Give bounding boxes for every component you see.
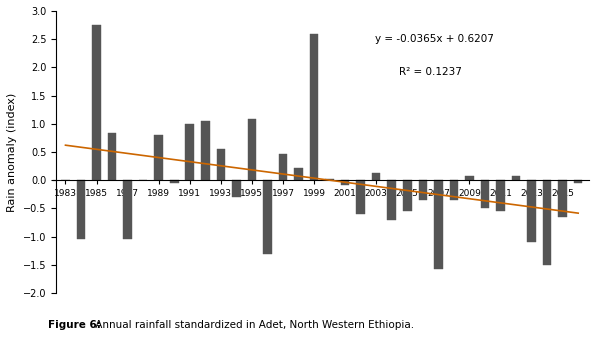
Bar [387, 180, 396, 220]
Bar [527, 180, 536, 242]
Bar [418, 180, 427, 200]
Bar [248, 119, 256, 180]
Bar [449, 180, 458, 200]
Bar [372, 173, 380, 180]
Text: Figure 6:: Figure 6: [48, 320, 101, 330]
Text: Annual rainfall standardized in Adet, North Western Ethiopia.: Annual rainfall standardized in Adet, No… [92, 320, 414, 330]
Text: y = -0.0365x + 0.6207: y = -0.0365x + 0.6207 [375, 34, 493, 44]
Bar [170, 180, 179, 183]
Bar [310, 34, 318, 180]
Bar [263, 180, 272, 254]
Bar [77, 180, 85, 239]
Bar [496, 180, 505, 211]
Bar [574, 180, 582, 183]
Bar [434, 180, 443, 269]
Bar [108, 133, 116, 180]
Bar [558, 180, 567, 217]
Bar [294, 168, 303, 180]
Bar [465, 176, 474, 180]
Text: R² = 0.1237: R² = 0.1237 [399, 67, 462, 78]
Bar [92, 25, 101, 180]
Bar [279, 154, 287, 180]
Bar [201, 121, 210, 180]
Bar [216, 149, 225, 180]
Bar [341, 180, 349, 185]
Bar [154, 135, 163, 180]
Bar [232, 180, 241, 197]
Bar [481, 180, 489, 208]
Bar [543, 180, 551, 265]
Y-axis label: Rain anomaly (index): Rain anomaly (index) [7, 92, 17, 211]
Bar [403, 180, 412, 211]
Bar [512, 176, 520, 180]
Bar [185, 124, 194, 180]
Bar [356, 180, 365, 214]
Bar [325, 179, 334, 180]
Bar [123, 180, 132, 239]
